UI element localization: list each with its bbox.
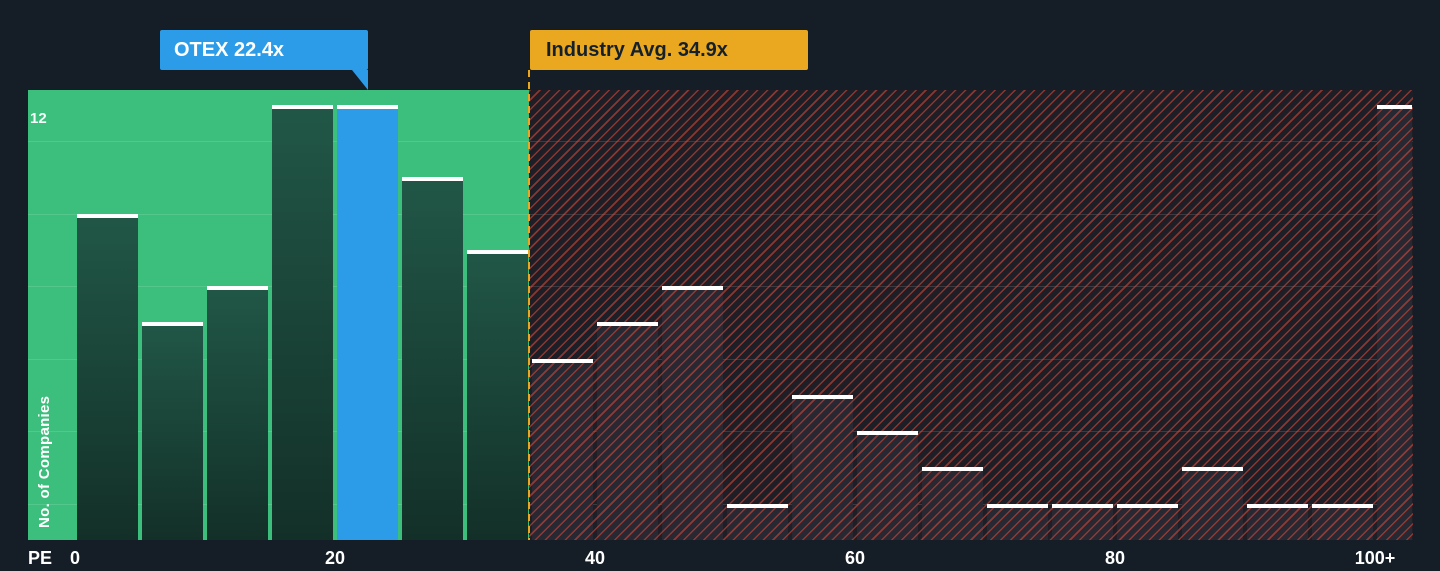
otex-callout: OTEX 22.4x [160,30,368,70]
histogram-bar[interactable] [142,322,203,540]
bar-top-line [1247,504,1308,508]
histogram-bar[interactable] [1182,467,1243,540]
histogram-bar-otex[interactable] [337,105,398,540]
histogram-bar[interactable] [1247,504,1308,540]
histogram-bar[interactable] [792,395,853,540]
bar-top-line [272,105,333,109]
histogram-bar[interactable] [1117,504,1178,540]
y-axis-tick-12: 12 [30,110,47,127]
bar-top-line [662,286,723,290]
histogram-bar[interactable] [727,504,788,540]
histogram-bar[interactable] [272,105,333,540]
bar-top-line [1117,504,1178,508]
histogram-bar[interactable] [987,504,1048,540]
industry-avg-callout-label: Industry Avg. 34.9x [546,38,728,61]
x-axis-tick: 60 [844,548,866,568]
bar-top-line [922,467,983,471]
histogram-bar[interactable] [662,286,723,540]
x-axis-tick: 80 [1104,548,1126,568]
bar-top-line [337,105,398,109]
histogram-bar[interactable] [207,286,268,540]
histogram-bar[interactable] [532,359,593,540]
histogram-bar[interactable] [1377,105,1412,540]
x-axis-tick: 0 [69,548,81,568]
x-axis-tick: 100+ [1354,548,1396,568]
bar-top-line [1182,467,1243,471]
gridline [28,214,1413,215]
x-axis-title: PE [28,548,53,568]
histogram-bar[interactable] [857,431,918,540]
bar-top-line [1377,105,1412,109]
x-axis: PE 0 20 40 60 80 100+ [0,548,1440,571]
histogram-bar[interactable] [467,250,528,540]
bar-top-line [597,322,658,326]
bar-top-line [402,177,463,181]
bar-top-line [207,286,268,290]
histogram-bar[interactable] [922,467,983,540]
otex-callout-label: OTEX 22.4x [174,38,285,61]
bar-top-line [857,431,918,435]
industry-avg-line [528,70,530,540]
y-axis-title: No. of Companies [36,395,53,528]
histogram-bar[interactable] [402,177,463,540]
industry-avg-callout: Industry Avg. 34.9x [530,30,808,70]
bar-top-line [142,322,203,326]
bar-top-line [532,359,593,363]
bar-top-line [77,214,138,218]
x-axis-tick: 40 [584,548,606,568]
bar-top-line [467,250,528,254]
bar-top-line [727,504,788,508]
bar-top-line [987,504,1048,508]
bar-top-line [1312,504,1373,508]
otex-callout-pointer [352,70,368,90]
gridline [28,141,1413,142]
histogram-bar[interactable] [1312,504,1373,540]
x-axis-tick: 20 [324,548,346,568]
bar-top-line [792,395,853,399]
histogram-bar[interactable] [597,322,658,540]
histogram-bar[interactable] [77,214,138,540]
bar-top-line [1052,504,1113,508]
histogram-bar[interactable] [1052,504,1113,540]
